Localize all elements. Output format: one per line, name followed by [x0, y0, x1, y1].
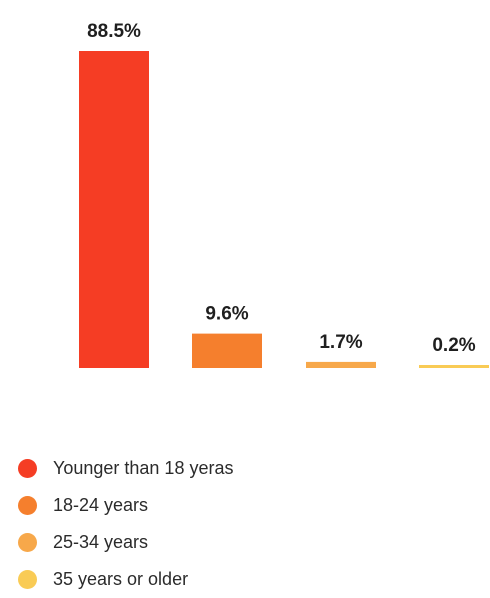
legend-item-18-24: 18-24 years: [18, 487, 233, 524]
legend-item-35-plus: 35 years or older: [18, 561, 233, 598]
legend-item-25-34: 25-34 years: [18, 524, 233, 561]
legend-swatch-35-plus: [18, 570, 37, 589]
legend-swatch-under-18: [18, 459, 37, 478]
legend-label-18-24: 18-24 years: [53, 495, 149, 515]
legend-label-under-18: Younger than 18 yeras: [53, 458, 234, 478]
legend-swatch-25-34: [18, 533, 37, 552]
bar-under-18: [79, 51, 149, 368]
value-label-under-18: 88.5%: [87, 21, 141, 42]
legend-swatch-18-24: [18, 496, 37, 515]
value-label-18-24: 9.6%: [205, 304, 248, 325]
legend: Younger than 18 yeras 18-24 years 25-34 …: [18, 450, 233, 598]
bar-25-34: [306, 361, 376, 368]
bar-35-plus: [419, 365, 489, 368]
bar-chart: 88.5% 9.6% 1.7% 0.2%: [79, 21, 489, 368]
value-label-25-34: 1.7%: [319, 332, 362, 353]
legend-label-35-plus: 35 years or older: [53, 569, 189, 589]
legend-label-25-34: 25-34 years: [53, 532, 149, 552]
value-label-35-plus: 0.2%: [432, 335, 475, 356]
bar-18-24: [192, 333, 262, 368]
legend-item-under-18: Younger than 18 yeras: [18, 450, 233, 487]
